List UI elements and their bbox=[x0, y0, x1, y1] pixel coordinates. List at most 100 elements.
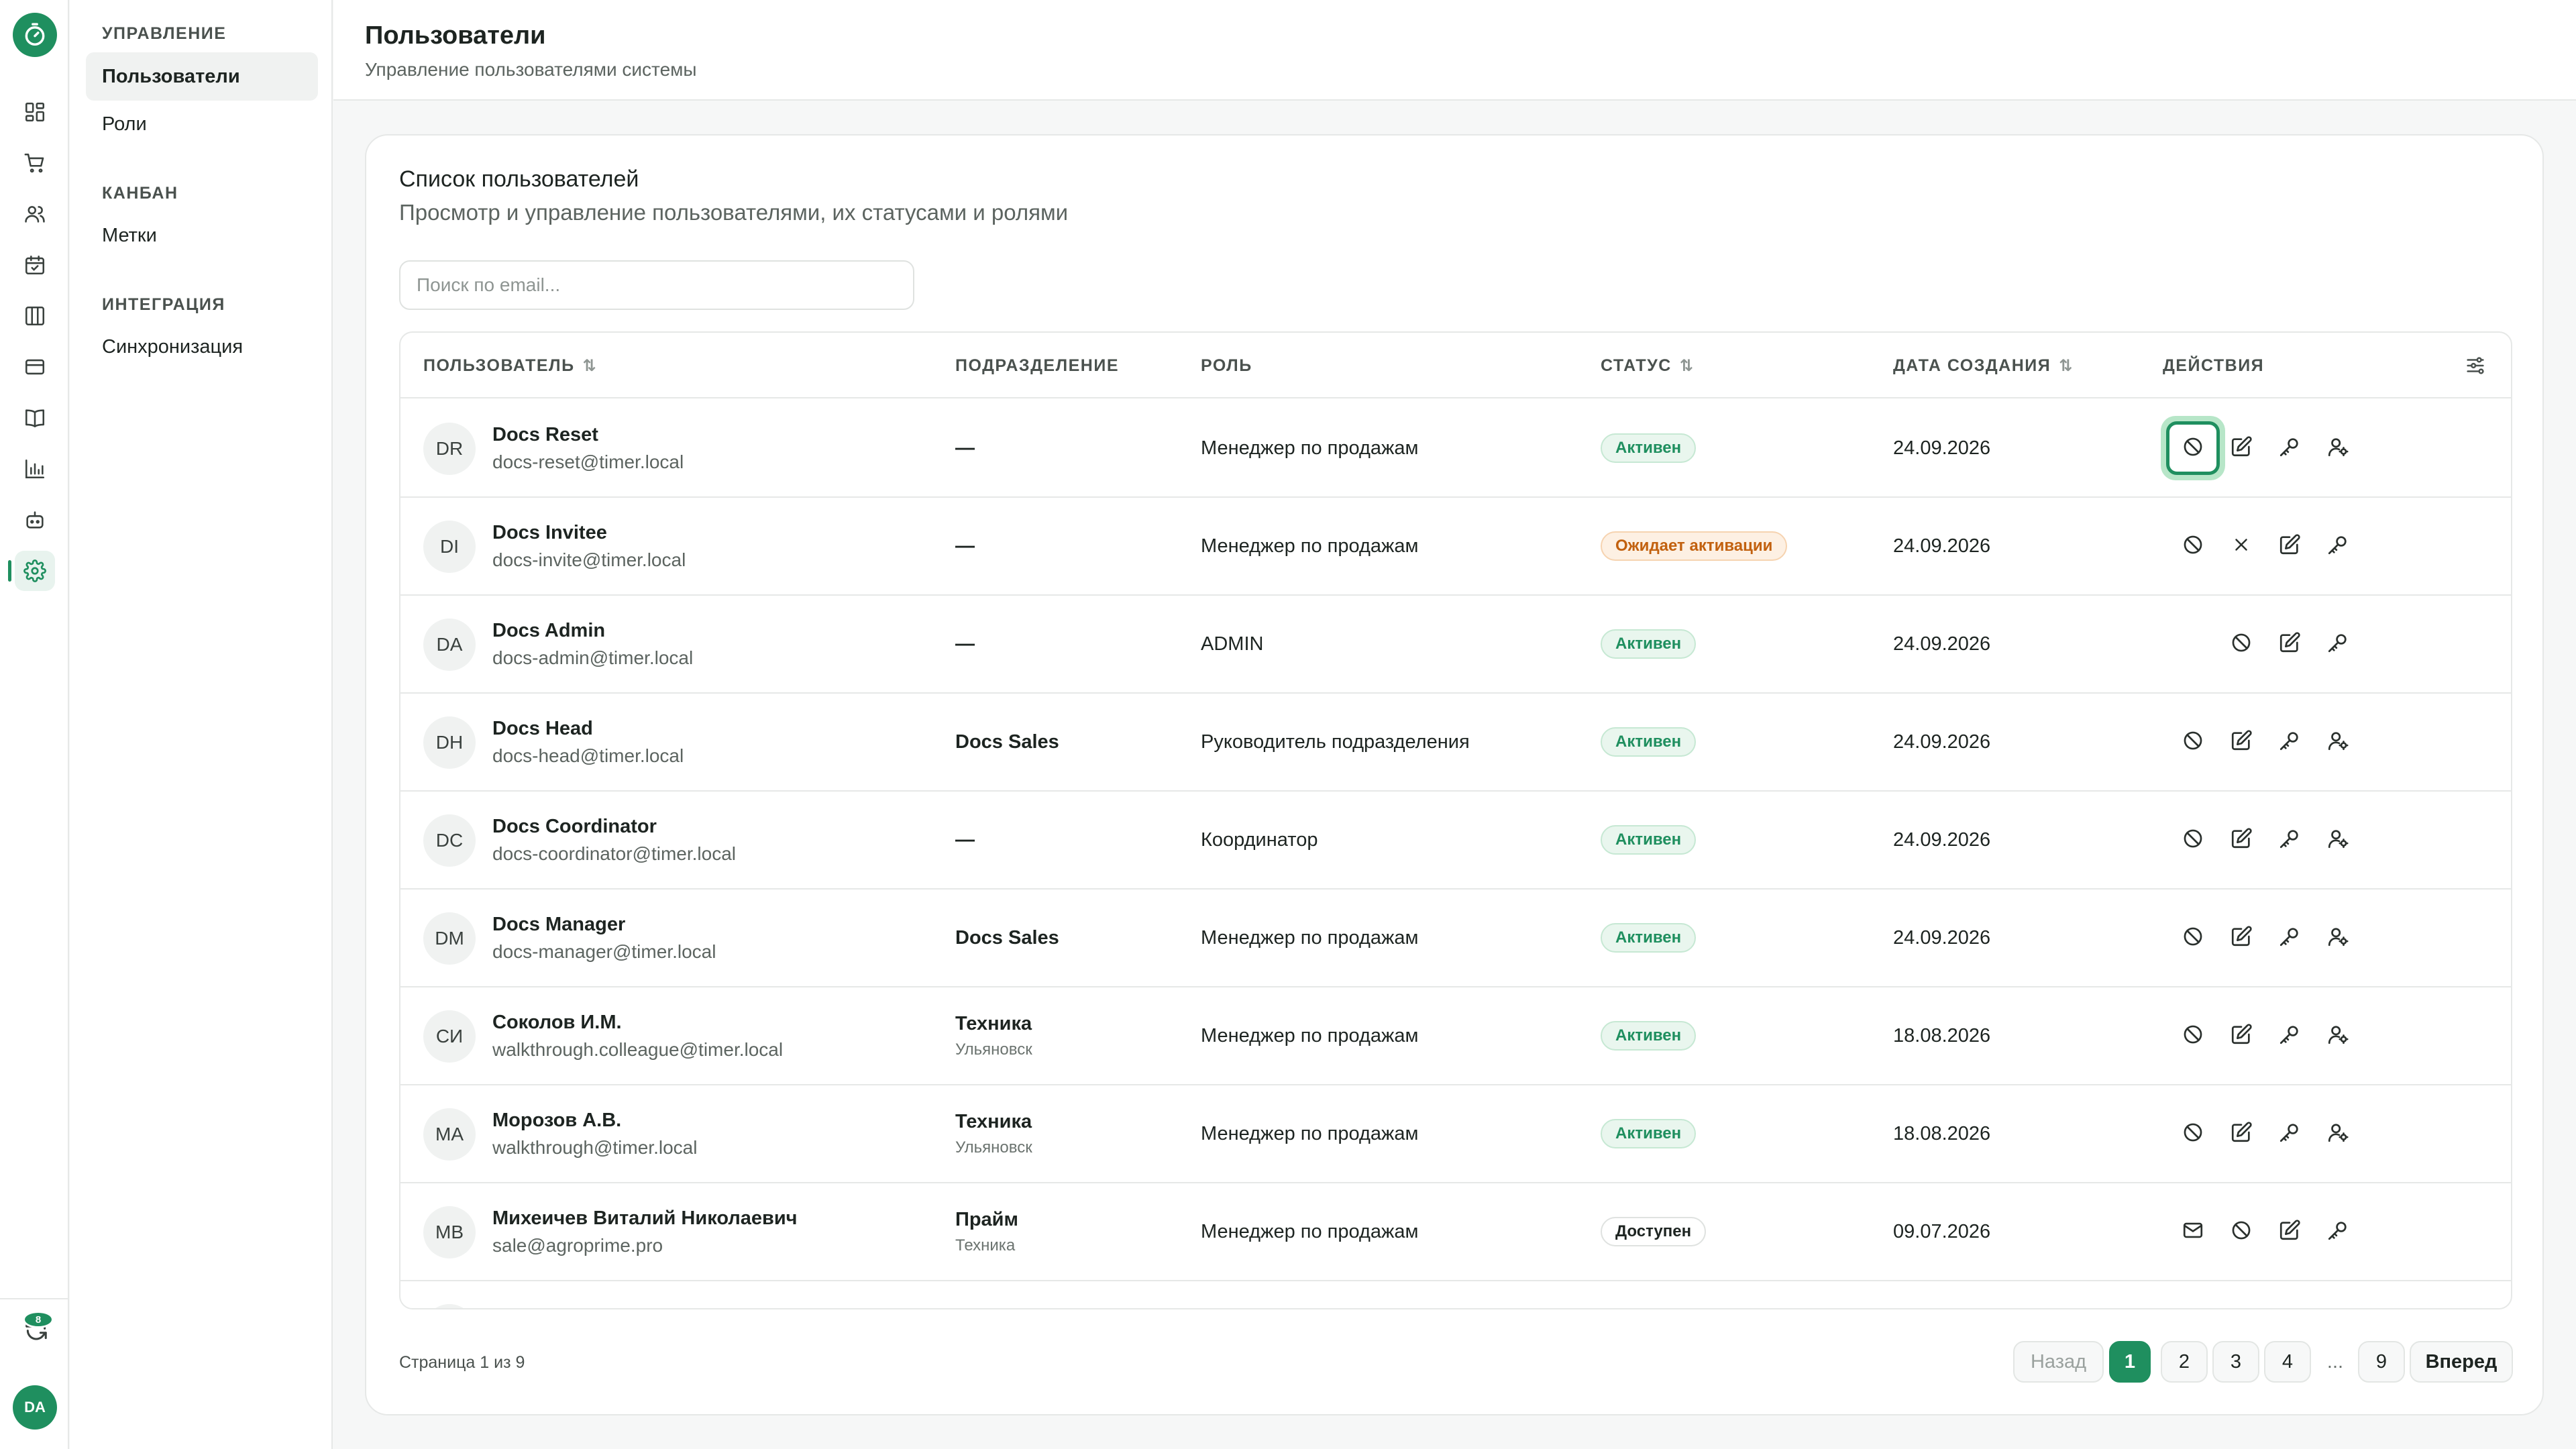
role-cell: Координатор bbox=[1201, 792, 1318, 888]
page-button-9[interactable]: 9 bbox=[2358, 1341, 2405, 1383]
user-switch-button[interactable] bbox=[2323, 923, 2353, 953]
block-button[interactable] bbox=[2226, 1217, 2256, 1246]
cart-icon[interactable] bbox=[15, 143, 55, 183]
edit-button[interactable] bbox=[2226, 923, 2256, 953]
date-cell: 09.07.2026 bbox=[1893, 1183, 1990, 1280]
block-button[interactable] bbox=[2178, 727, 2208, 757]
block-icon bbox=[2230, 1219, 2253, 1245]
avatar: DM bbox=[423, 912, 476, 965]
app-logo-icon[interactable] bbox=[13, 13, 57, 57]
block-button[interactable] bbox=[2161, 416, 2225, 480]
page-button-3[interactable]: 3 bbox=[2212, 1341, 2259, 1383]
table-header: ПОЛЬЗОВАТЕЛЬ ⇅ ПОДРАЗДЕЛЕНИЕ РОЛЬ СТАТУС… bbox=[400, 333, 2511, 398]
department-sub: Техника bbox=[955, 1236, 1016, 1254]
edit-button[interactable] bbox=[2226, 825, 2256, 855]
close-button[interactable] bbox=[2226, 531, 2256, 561]
submenu-item-roles[interactable]: Роли bbox=[102, 113, 147, 135]
key-button[interactable] bbox=[2275, 1021, 2304, 1051]
user-switch-button[interactable] bbox=[2323, 1021, 2353, 1051]
submenu-item-tags[interactable]: Метки bbox=[102, 224, 157, 246]
user-name: Михеичев Виталий Николаевич bbox=[492, 1207, 798, 1229]
user-switch-button[interactable] bbox=[2323, 1119, 2353, 1148]
edit-button[interactable] bbox=[2275, 531, 2304, 561]
key-button[interactable] bbox=[2275, 923, 2304, 953]
department-name: Docs Sales bbox=[955, 731, 1059, 753]
edit-button[interactable] bbox=[2275, 629, 2304, 659]
dashboard-icon[interactable] bbox=[15, 92, 55, 132]
gear-icon[interactable] bbox=[8, 551, 55, 591]
role-cell: Менеджер по продажам bbox=[1201, 1085, 1418, 1182]
user-switch-button[interactable] bbox=[2323, 433, 2353, 463]
status-badge: Активен bbox=[1601, 629, 1697, 659]
key-icon bbox=[2278, 435, 2301, 462]
column-user-label: ПОЛЬЗОВАТЕЛЬ bbox=[423, 356, 575, 375]
page-button-4[interactable]: 4 bbox=[2264, 1341, 2311, 1383]
date-cell: 24.09.2026 bbox=[1893, 694, 1990, 790]
status-badge: Ожидает активации bbox=[1601, 531, 1788, 561]
role-name: Координатор bbox=[1201, 828, 1318, 851]
sort-icon[interactable]: ⇅ bbox=[2059, 356, 2073, 375]
next-page-button[interactable]: Вперед bbox=[2410, 1341, 2513, 1383]
user-avatar[interactable]: DA bbox=[13, 1385, 57, 1430]
edit-button[interactable] bbox=[2226, 433, 2256, 463]
book-icon[interactable] bbox=[15, 398, 55, 438]
key-button[interactable] bbox=[2275, 433, 2304, 463]
key-icon bbox=[2278, 925, 2301, 951]
edit-icon bbox=[2278, 631, 2301, 657]
page-title: Пользователи bbox=[365, 21, 546, 50]
block-icon bbox=[2182, 1121, 2204, 1147]
user-switch-button[interactable] bbox=[2323, 825, 2353, 855]
edit-button[interactable] bbox=[2226, 1119, 2256, 1148]
block-button[interactable] bbox=[2226, 629, 2256, 659]
created-date: 24.09.2026 bbox=[1893, 535, 1991, 557]
column-user[interactable]: ПОЛЬЗОВАТЕЛЬ ⇅ bbox=[423, 333, 596, 398]
sort-icon[interactable]: ⇅ bbox=[582, 356, 596, 375]
section-integration: ИНТЕГРАЦИЯ bbox=[102, 295, 225, 314]
edit-button[interactable] bbox=[2226, 1021, 2256, 1051]
column-created[interactable]: ДАТА СОЗДАНИЯ ⇅ bbox=[1893, 333, 2072, 398]
block-button[interactable] bbox=[2178, 531, 2208, 561]
page-header: Пользователи Управление пользователями с… bbox=[333, 0, 2576, 101]
submenu-item-users[interactable]: Пользователи bbox=[86, 52, 318, 101]
block-button[interactable] bbox=[2178, 1021, 2208, 1051]
key-button[interactable] bbox=[2323, 1217, 2353, 1246]
status-cell: Ожидает активации bbox=[1601, 498, 1788, 594]
edit-button[interactable] bbox=[2275, 1217, 2304, 1246]
key-icon bbox=[2278, 1121, 2301, 1147]
created-date: 24.09.2026 bbox=[1893, 828, 1991, 851]
column-status[interactable]: СТАТУС ⇅ bbox=[1601, 333, 1693, 398]
block-button[interactable] bbox=[2178, 923, 2208, 953]
card-icon[interactable] bbox=[15, 347, 55, 387]
chart-icon[interactable] bbox=[15, 449, 55, 489]
prev-page-button[interactable]: Назад bbox=[2013, 1341, 2104, 1383]
sync-button[interactable]: 8 bbox=[16, 1309, 56, 1350]
table-row: DC Docs Coordinator docs-coordinator@tim… bbox=[400, 792, 2511, 890]
key-button[interactable] bbox=[2323, 531, 2353, 561]
key-button[interactable] bbox=[2275, 1119, 2304, 1148]
user-switch-button[interactable] bbox=[2323, 727, 2353, 757]
page-button-2[interactable]: 2 bbox=[2161, 1341, 2208, 1383]
calendar-icon[interactable] bbox=[15, 245, 55, 285]
robot-icon[interactable] bbox=[15, 500, 55, 540]
page-button-1[interactable]: 1 bbox=[2109, 1341, 2151, 1383]
key-button[interactable] bbox=[2323, 629, 2353, 659]
date-cell: 24.09.2026 bbox=[1893, 792, 1990, 888]
department-cell: Docs Sales bbox=[955, 694, 1059, 790]
section-management: УПРАВЛЕНИЕ bbox=[102, 24, 227, 43]
block-button[interactable] bbox=[2178, 825, 2208, 855]
mail-button[interactable] bbox=[2178, 1217, 2208, 1246]
column-settings-button[interactable] bbox=[2464, 333, 2487, 398]
block-button[interactable] bbox=[2178, 1119, 2208, 1148]
users-icon[interactable] bbox=[15, 194, 55, 234]
department-cell: — bbox=[955, 498, 975, 594]
role-name: Менеджер по продажам bbox=[1201, 926, 1419, 949]
user-email: sale@agroprime.pro bbox=[492, 1234, 663, 1256]
edit-button[interactable] bbox=[2226, 727, 2256, 757]
avatar: МА bbox=[423, 1108, 476, 1161]
submenu-item-sync[interactable]: Синхронизация bbox=[102, 335, 244, 358]
search-input[interactable] bbox=[399, 260, 914, 310]
sort-icon[interactable]: ⇅ bbox=[1679, 356, 1693, 375]
key-button[interactable] bbox=[2275, 825, 2304, 855]
key-button[interactable] bbox=[2275, 727, 2304, 757]
kanban-icon[interactable] bbox=[15, 296, 55, 336]
